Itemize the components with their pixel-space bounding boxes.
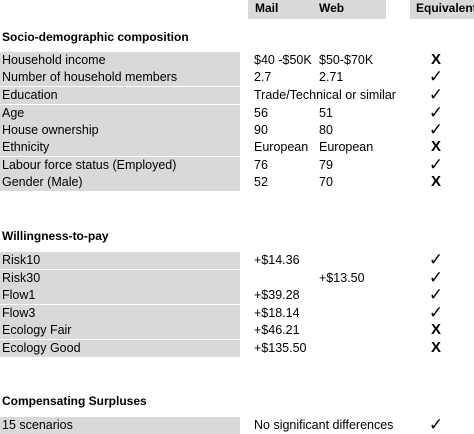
mail-value: 52 [254, 175, 268, 189]
check-icon: ✓ [428, 103, 444, 122]
check-icon: ✓ [428, 285, 444, 304]
merged-value: No significant differences [254, 418, 394, 432]
check-icon: ✓ [428, 250, 444, 269]
mail-value: 90 [254, 123, 268, 137]
row-label: Ethnicity [0, 139, 240, 156]
web-value: +$13.50 [319, 271, 365, 285]
table-row: Education Trade/Technical or similar ✓ [0, 85, 474, 104]
row-label: Gender (Male) [0, 174, 240, 191]
row-label: Flow3 [0, 305, 240, 322]
not-equivalent-icon: X [430, 321, 441, 338]
table-row: Household income $40 -$50K $50-$70K X [0, 51, 474, 69]
row-label: House ownership [0, 122, 240, 139]
table-row: Gender (Male) 52 70 X [0, 173, 474, 191]
mail-value: +$39.28 [254, 288, 300, 302]
table-row: Age 56 51 ✓ [0, 103, 474, 122]
check-icon: ✓ [428, 120, 444, 139]
web-value: $50-$70K [319, 53, 374, 67]
table-row: Risk30 +$13.50 ✓ [0, 268, 474, 287]
section-title-cs: Compensating Surpluses [2, 394, 147, 408]
table-row: Ecology Good +$135.50 X [0, 339, 474, 357]
header-web: Web [319, 1, 345, 15]
row-label: Labour force status (Employed) [0, 157, 240, 174]
web-value: European [319, 140, 374, 154]
section-title-socio: Socio-demographic composition [2, 30, 189, 44]
mail-value: 2.7 [254, 70, 272, 84]
row-label: Flow1 [0, 287, 240, 304]
table-row: House ownership 90 80 ✓ [0, 120, 474, 139]
check-icon: ✓ [428, 155, 444, 174]
mail-value: 56 [254, 106, 268, 120]
web-value: 70 [319, 175, 333, 189]
mail-value: European [254, 140, 309, 154]
mail-value: +$46.21 [254, 323, 300, 337]
table-row: Number of household members 2.7 2.71 ✓ [0, 67, 474, 86]
merged-value: Trade/Technical or similar [254, 88, 396, 102]
table-row: Risk10 +$14.36 ✓ [0, 250, 474, 269]
header-band-equivalent [410, 0, 474, 19]
row-label: 15 scenarios [0, 417, 240, 434]
web-value: 80 [319, 123, 333, 137]
row-label: Ecology Fair [0, 322, 240, 339]
check-icon: ✓ [428, 268, 444, 287]
section-title-wtp: Willingness-to-pay [2, 229, 109, 243]
table-row: Ethnicity European European X [0, 138, 474, 156]
not-equivalent-icon: X [430, 51, 441, 68]
check-icon: ✓ [428, 67, 444, 86]
row-label: Risk30 [0, 270, 240, 287]
table-row: Labour force status (Employed) 76 79 ✓ [0, 155, 474, 174]
row-label: Number of household members [0, 69, 240, 86]
header-equivalent: Equivalent [416, 1, 474, 15]
row-label: Ecology Good [0, 340, 240, 357]
mail-value: +$14.36 [254, 253, 300, 267]
row-label: Age [0, 105, 240, 122]
header-band-mail-web [248, 0, 386, 19]
check-icon: ✓ [428, 415, 444, 434]
row-label: Education [0, 87, 240, 104]
not-equivalent-icon: X [430, 138, 441, 155]
not-equivalent-icon: X [430, 173, 441, 190]
check-icon: ✓ [428, 303, 444, 322]
web-value: 79 [319, 158, 333, 172]
row-label: Household income [0, 52, 240, 69]
header-mail: Mail [255, 1, 279, 15]
mail-value: 76 [254, 158, 268, 172]
check-icon: ✓ [428, 85, 444, 104]
table-row: Ecology Fair +$46.21 X [0, 321, 474, 339]
table-row: Flow3 +$18.14 ✓ [0, 303, 474, 322]
not-equivalent-icon: X [430, 339, 441, 356]
table-row: 15 scenarios No significant differences … [0, 415, 474, 434]
table-row: Flow1 +$39.28 ✓ [0, 285, 474, 304]
web-value: 2.71 [319, 70, 344, 84]
mail-value: $40 -$50K [254, 53, 312, 67]
mail-value: +$18.14 [254, 306, 300, 320]
web-value: 51 [319, 106, 333, 120]
row-label: Risk10 [0, 252, 240, 269]
mail-value: +$135.50 [254, 341, 307, 355]
